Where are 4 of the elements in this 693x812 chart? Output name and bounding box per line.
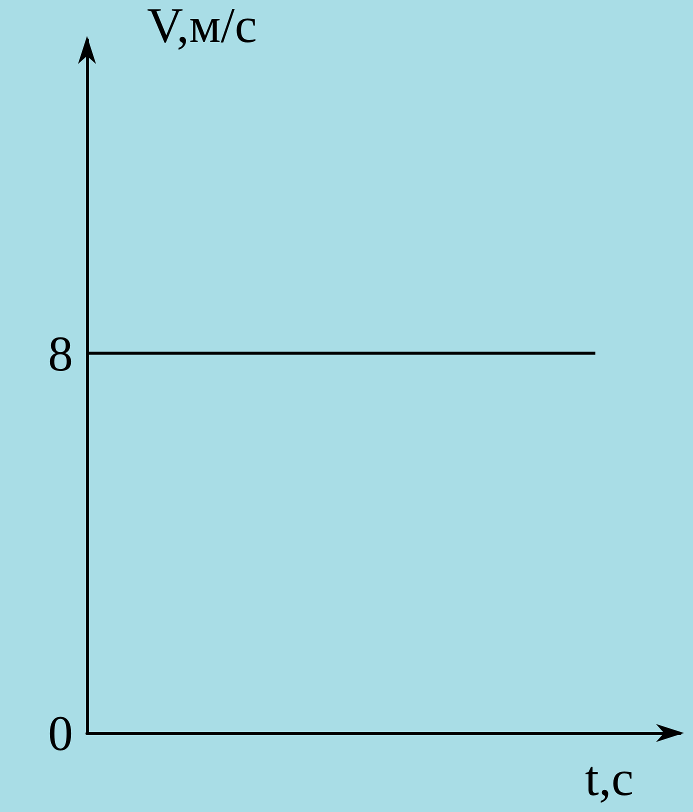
y-axis-title: V,м/с [147,0,257,53]
x-axis-title: t,c [585,750,634,806]
y-tick-label: 0 [48,705,73,761]
y-tick-label: 8 [48,325,73,382]
